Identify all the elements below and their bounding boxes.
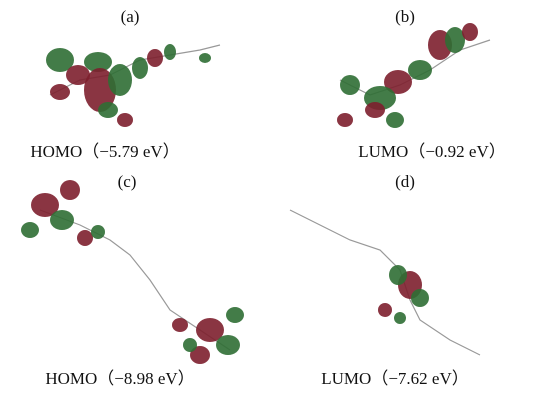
orbital-image: [290, 210, 480, 355]
panel-label: (d): [395, 172, 415, 191]
panel-label: (a): [121, 7, 140, 26]
panel-label: (c): [118, 172, 137, 191]
panel-caption: HOMO（−5.79 eV）: [30, 142, 179, 161]
panel-caption: LUMO（−0.92 eV）: [358, 142, 505, 161]
figure: (a) HOMO（−5.79 eV） (b) LUMO（−0.92 eV） (c…: [0, 0, 539, 402]
orbital-image: [21, 180, 244, 364]
panel-caption: LUMO（−7.62 eV）: [321, 369, 468, 388]
orbital-image: [337, 23, 490, 128]
orbital-image: [46, 44, 220, 127]
panel-caption: HOMO（−8.98 eV）: [45, 369, 194, 388]
panel-label: (b): [395, 7, 415, 26]
